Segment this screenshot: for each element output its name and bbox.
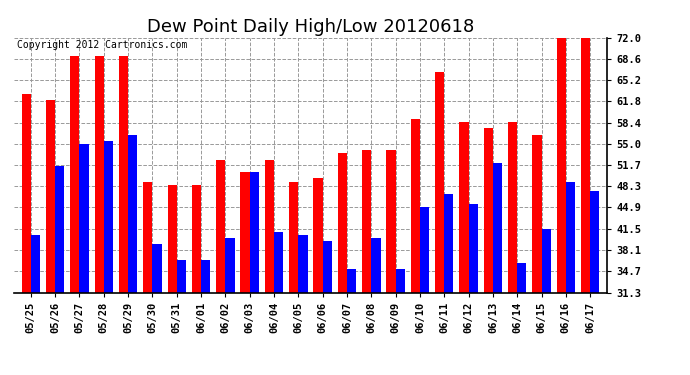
Bar	[420, 207, 429, 375]
Title: Dew Point Daily High/Low 20120618: Dew Point Daily High/Low 20120618	[147, 18, 474, 36]
Bar	[313, 178, 323, 375]
Bar	[484, 128, 493, 375]
Bar	[395, 269, 405, 375]
Bar	[532, 135, 542, 375]
Bar	[265, 160, 274, 375]
Bar	[362, 150, 371, 375]
Text: Copyright 2012 Cartronics.com: Copyright 2012 Cartronics.com	[17, 40, 187, 50]
Bar	[216, 160, 226, 375]
Bar	[435, 72, 444, 375]
Bar	[201, 260, 210, 375]
Bar	[128, 135, 137, 375]
Bar	[55, 166, 64, 375]
Bar	[119, 56, 128, 375]
Bar	[226, 238, 235, 375]
Bar	[46, 100, 55, 375]
Bar	[518, 263, 526, 375]
Bar	[31, 235, 40, 375]
Bar	[79, 144, 89, 375]
Bar	[104, 141, 113, 375]
Bar	[590, 191, 600, 375]
Bar	[192, 185, 201, 375]
Bar	[152, 244, 161, 375]
Bar	[144, 182, 152, 375]
Bar	[298, 235, 308, 375]
Bar	[508, 122, 518, 375]
Bar	[250, 172, 259, 375]
Bar	[70, 56, 79, 375]
Bar	[347, 269, 356, 375]
Bar	[444, 194, 453, 375]
Bar	[274, 232, 284, 375]
Bar	[493, 163, 502, 375]
Bar	[411, 119, 420, 375]
Bar	[557, 38, 566, 375]
Bar	[542, 229, 551, 375]
Bar	[581, 38, 590, 375]
Bar	[21, 94, 31, 375]
Bar	[168, 185, 177, 375]
Bar	[95, 56, 103, 375]
Bar	[240, 172, 250, 375]
Bar	[460, 122, 469, 375]
Bar	[289, 182, 298, 375]
Bar	[566, 182, 575, 375]
Bar	[177, 260, 186, 375]
Bar	[371, 238, 381, 375]
Bar	[386, 150, 395, 375]
Bar	[323, 241, 332, 375]
Bar	[469, 204, 477, 375]
Bar	[337, 153, 347, 375]
